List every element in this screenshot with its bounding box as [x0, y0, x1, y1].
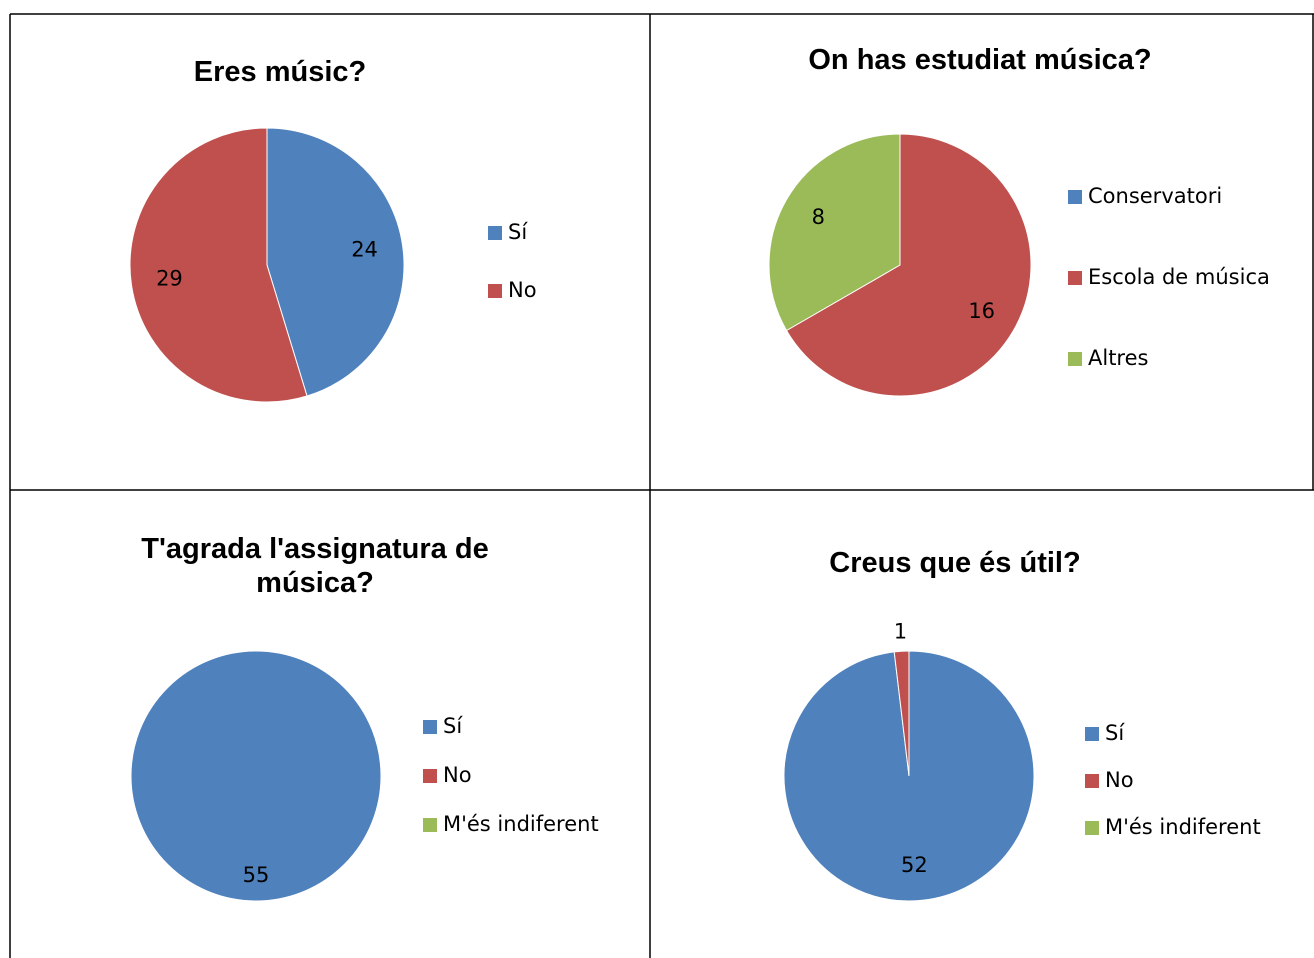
legend-label: Altres	[1088, 346, 1148, 370]
data-label: 29	[156, 267, 183, 291]
legend-swatch	[1068, 271, 1082, 285]
legend-swatch	[1068, 352, 1082, 366]
legend-label: No	[443, 763, 472, 787]
legend-swatch	[488, 226, 502, 240]
pie-slice	[785, 133, 1032, 397]
pie-slice	[768, 133, 901, 332]
data-label: 8	[812, 205, 825, 229]
legend-swatch	[423, 769, 437, 783]
legend-label: M'és indiferent	[443, 812, 599, 836]
legend-label: Sí	[508, 220, 528, 244]
legend-label: Conservatori	[1088, 184, 1222, 208]
legend-label: Escola de música	[1088, 265, 1270, 289]
pie-slice	[130, 650, 382, 902]
data-label: 16	[968, 299, 995, 323]
pie-slice	[893, 650, 910, 777]
data-label: 1	[894, 620, 907, 644]
chart-title: On has estudiat música?	[808, 44, 1152, 76]
legend-swatch	[423, 720, 437, 734]
data-label: 55	[243, 863, 270, 887]
legend-swatch	[1085, 727, 1099, 741]
legend-swatch	[1068, 190, 1082, 204]
legend-swatch	[488, 284, 502, 298]
legend-label: Sí	[443, 714, 463, 738]
pie-slice	[129, 127, 308, 403]
legend-label: No	[508, 278, 537, 302]
chart-title: Creus que és útil?	[829, 547, 1081, 579]
grid-frame	[9, 13, 1314, 958]
legend-label: M'és indiferent	[1105, 815, 1261, 839]
data-label: 24	[351, 237, 378, 261]
legend-label: No	[1105, 768, 1134, 792]
legend-swatch	[1085, 774, 1099, 788]
legend-label: Sí	[1105, 721, 1125, 745]
pie-slice	[266, 127, 405, 397]
legend-swatch	[423, 818, 437, 832]
chart-title: Eres músic?	[193, 56, 367, 88]
chart-title: T'agrada l'assignatura de música?	[141, 533, 489, 599]
data-label: 52	[901, 853, 928, 877]
legend-swatch	[1085, 821, 1099, 835]
